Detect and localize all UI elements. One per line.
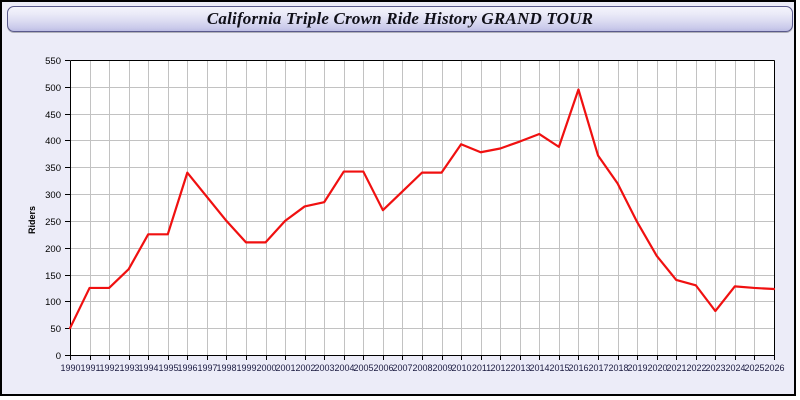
y-tick-label: 350 bbox=[45, 163, 61, 174]
y-tick-label: 400 bbox=[45, 136, 61, 147]
y-tick-label: 550 bbox=[45, 56, 61, 67]
x-tick-label: 1999 bbox=[236, 363, 256, 373]
x-tick-label: 1998 bbox=[216, 363, 236, 373]
x-tick-label: 2010 bbox=[451, 363, 471, 373]
y-tick-label: 50 bbox=[50, 324, 61, 335]
y-tick-label: 450 bbox=[45, 110, 61, 121]
x-tick-label: 2019 bbox=[627, 363, 647, 373]
x-tick-label: 2004 bbox=[334, 363, 354, 373]
x-tick-label: 2006 bbox=[373, 363, 393, 373]
x-tick-label: 2005 bbox=[353, 363, 373, 373]
x-tick-label: 1994 bbox=[138, 363, 158, 373]
x-tick-label: 1996 bbox=[177, 363, 197, 373]
x-tick-label: 2026 bbox=[764, 363, 784, 373]
x-tick-label: 1993 bbox=[119, 363, 139, 373]
x-tick-label: 2020 bbox=[647, 363, 667, 373]
y-tick-label: 300 bbox=[45, 190, 61, 201]
y-tick-label: 150 bbox=[45, 271, 61, 282]
x-tick-label: 1997 bbox=[197, 363, 217, 373]
x-tick-label: 1992 bbox=[99, 363, 119, 373]
axis-lines bbox=[69, 59, 776, 357]
page-title: California Triple Crown Ride History GRA… bbox=[206, 9, 594, 28]
x-tick-label: 2022 bbox=[686, 363, 706, 373]
y-tick-label: 500 bbox=[45, 83, 61, 94]
y-tick-label: 100 bbox=[45, 297, 61, 308]
x-tick-label: 1990 bbox=[60, 363, 80, 373]
y-tick-label: 200 bbox=[45, 244, 61, 255]
plot-area-container: Riders 0 50 100 150 200 250 300 350 400 450 500 550… bbox=[2, 34, 794, 394]
x-tick-label: 2012 bbox=[490, 363, 510, 373]
x-tick-label: 2017 bbox=[588, 363, 608, 373]
x-tick-label: 1991 bbox=[80, 363, 100, 373]
x-tick-label: 2001 bbox=[275, 363, 295, 373]
y-axis-ticks: 0 50 100 150 200 250 300 350 400 450 500 550 bbox=[45, 56, 70, 362]
x-tick-label: 2021 bbox=[666, 363, 686, 373]
x-tick-label: 2024 bbox=[725, 363, 745, 373]
x-tick-label: 2025 bbox=[744, 363, 764, 373]
x-tick-label: 2016 bbox=[568, 363, 588, 373]
x-tick-label: 2011 bbox=[472, 363, 491, 373]
x-tick-label: 2007 bbox=[392, 363, 412, 373]
x-tick-label: 2018 bbox=[608, 363, 628, 373]
x-tick-label: 2023 bbox=[705, 363, 725, 373]
y-tick-label: 0 bbox=[56, 351, 61, 362]
y-tick-label: 250 bbox=[45, 217, 61, 228]
x-tick-label: 2008 bbox=[412, 363, 432, 373]
x-tick-label: 2000 bbox=[256, 363, 276, 373]
chart-title-bar: California Triple Crown Ride History GRA… bbox=[7, 6, 793, 32]
x-tick-label: 2015 bbox=[549, 363, 569, 373]
x-tick-label: 2009 bbox=[432, 363, 452, 373]
data-series-line bbox=[68, 88, 776, 330]
x-tick-label: 2003 bbox=[314, 363, 334, 373]
x-tick-label: 2002 bbox=[295, 363, 315, 373]
x-tick-label: 2014 bbox=[529, 363, 549, 373]
x-tick-label: 1995 bbox=[158, 363, 178, 373]
x-tick-label: 2013 bbox=[510, 363, 530, 373]
